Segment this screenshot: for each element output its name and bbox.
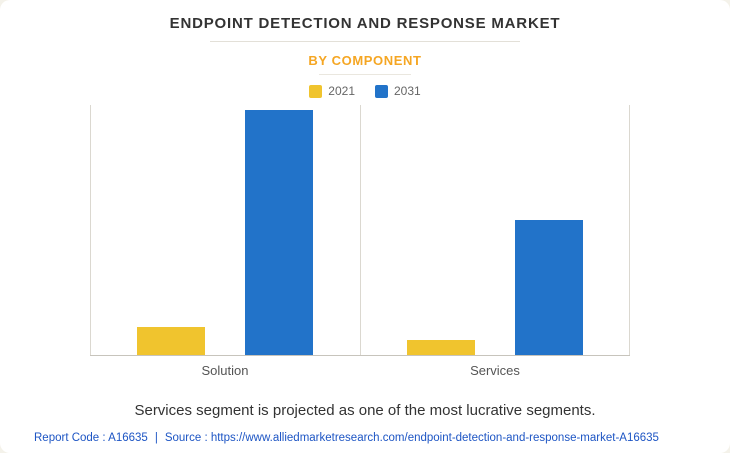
footer: Report Code : A16635 | Source : https://ww… [34,432,659,444]
bar-services-2021[interactable] [407,340,475,355]
report-code: Report Code : A16635 [34,432,148,444]
category-label-solution: Solution [201,363,249,378]
title-divider [210,41,520,42]
category-label-services: Services [470,363,520,378]
category-labels: Solution Services [90,356,630,378]
bar-solution-2021[interactable] [137,327,205,355]
subtitle-divider [319,74,411,75]
chart-subtitle: BY COMPONENT [308,53,422,68]
source-label: Source : [164,432,208,444]
gridline-right [629,105,630,355]
bar-groups [90,105,630,355]
category-group-services [360,105,630,355]
legend-swatch-2031 [375,84,388,98]
gridline-middle [360,105,361,355]
bar-services-2031[interactable] [515,220,583,355]
plot-area [90,105,630,356]
footer-separator: | [154,432,158,444]
gridline-left [90,105,91,355]
source-link[interactable]: https://www.alliedmarketresearch.com/end… [210,432,659,444]
bar-solution-2031[interactable] [245,110,313,355]
legend-item-2021[interactable]: 2021 [309,84,355,98]
legend-label-2031: 2031 [394,84,421,98]
chart-note: Services segment is projected as one of … [134,402,596,419]
legend: 2021 2031 [0,83,730,99]
legend-label-2021: 2021 [328,84,355,98]
chart-title: ENDPOINT DETECTION AND RESPONSE MARKET [169,15,561,32]
legend-swatch-2021 [309,84,323,98]
legend-item-2031[interactable]: 2031 [375,84,421,98]
category-group-solution [90,105,360,355]
